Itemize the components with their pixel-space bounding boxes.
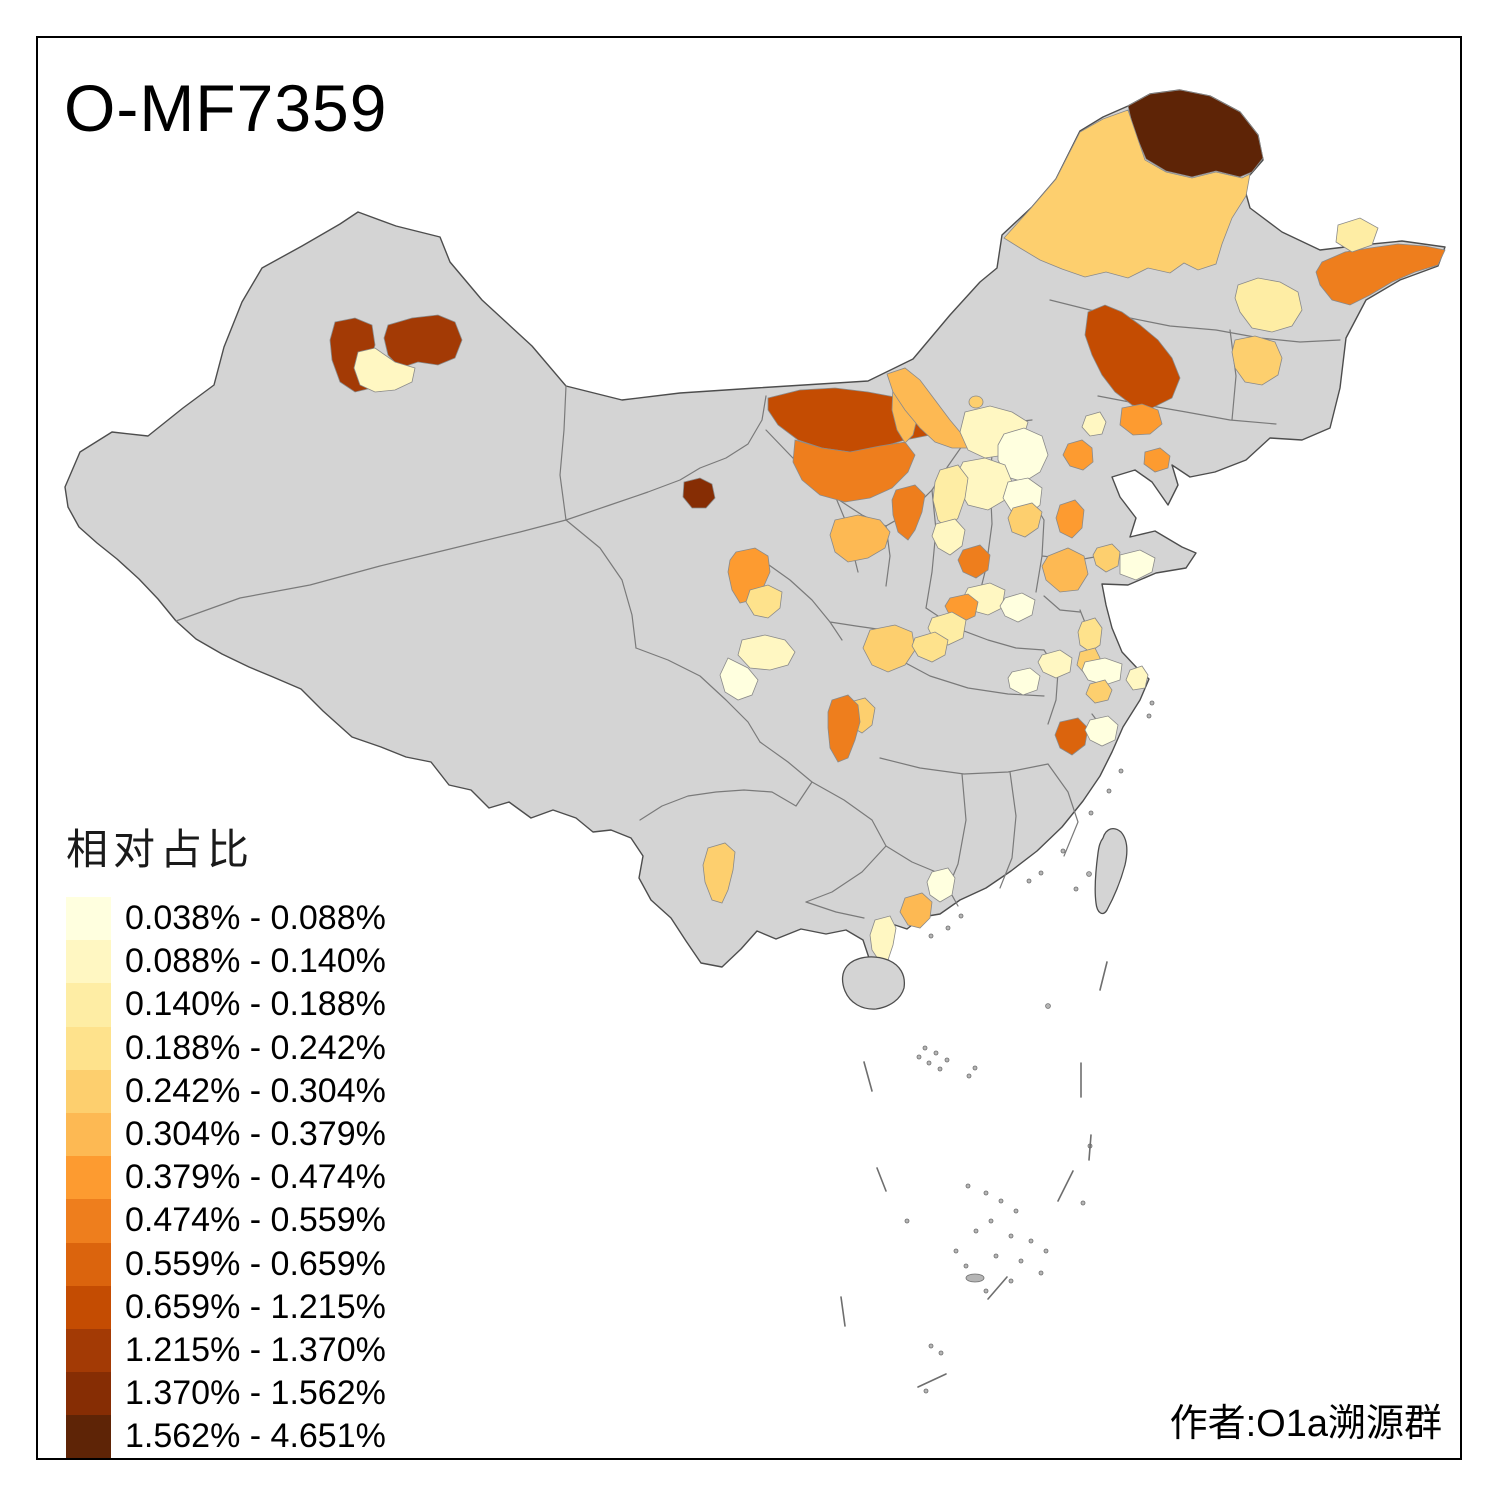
map-region-r-tangshan-orange	[1062, 439, 1094, 471]
map-region-r-liaoning-coast-orange	[1143, 447, 1171, 473]
legend-row: 0.038% - 0.088%	[66, 897, 386, 941]
map-region-r-shijiazhuang-strip	[1007, 502, 1043, 538]
hainan-island	[841, 956, 906, 1010]
map-region-r-ne-big-tan	[1003, 109, 1251, 279]
legend-swatch	[66, 1199, 111, 1243]
map-region-r-enshi-orange	[827, 694, 861, 763]
legend-row: 0.140% - 0.188%	[66, 983, 386, 1027]
map-region-r-shandong-yellow	[1092, 543, 1121, 573]
map-region-r-liaoning-orange	[1119, 403, 1163, 436]
map-region-r-xinjiang-dark-e	[383, 314, 463, 369]
legend-swatch	[66, 1285, 111, 1329]
map-region-r-xinjiang-pale	[353, 347, 416, 393]
map-region-r-qinhuangdao-pale	[1081, 411, 1107, 437]
map-region-r-nanyang-yellow	[862, 624, 916, 673]
legend-range-label: 0.242% - 0.304%	[125, 1071, 386, 1110]
map-region-r-hefei-pale	[1037, 649, 1073, 679]
map-region-r-lvliang-orange	[891, 484, 926, 541]
legend-range-label: 0.088% - 0.140%	[125, 942, 386, 981]
map-region-r-henan-cream-2	[999, 592, 1036, 623]
map-region-r-yulin-yellow	[829, 514, 891, 563]
map-region-r-wuxi-yellow	[1085, 679, 1113, 704]
legend-range-label: 1.370% - 1.562%	[125, 1374, 386, 1413]
map-region-r-anqing-cream	[1007, 667, 1041, 696]
colored-regions-layer	[329, 89, 1446, 963]
map-region-r-changzhi-orange	[957, 544, 991, 579]
legend-title: 相对占比	[66, 826, 255, 873]
map-region-r-huangshan-cream	[1084, 715, 1119, 747]
sea-islets	[904, 700, 1155, 1394]
map-region-r-dongying-orange	[1055, 499, 1085, 539]
map-region-r-chengdu-pale	[737, 634, 796, 671]
map-region-r-guangzhou-yellow	[899, 892, 933, 929]
legend-swatch	[66, 1112, 111, 1157]
map-region-r-ne-pale-2	[1234, 277, 1303, 333]
map-region-r-jinan-orange	[1041, 547, 1089, 593]
legend-range-label: 0.379% - 0.474%	[125, 1158, 386, 1197]
legend-row: 0.474% - 0.559%	[66, 1199, 386, 1243]
legend-row: 0.088% - 0.140%	[66, 940, 386, 984]
legend-swatch	[66, 1156, 111, 1200]
map-region-r-linxia-yellow	[745, 584, 783, 619]
map-region-r-ne-dark-band	[1127, 89, 1264, 178]
legend-swatch	[66, 1069, 111, 1113]
legend-swatch	[66, 1242, 111, 1286]
legend-range-label: 1.562% - 4.651%	[125, 1417, 386, 1456]
map-region-r-yunnan-yellow	[702, 842, 736, 904]
legend: 相对占比 0.038% - 0.088% 0.088% - 0.140% 0.140…	[66, 816, 386, 1459]
legend-row: 0.242% - 0.304%	[66, 1069, 386, 1113]
map-region-r-yancheng-cream	[1081, 657, 1123, 686]
legend-rows: 0.038% - 0.088% 0.088% - 0.140% 0.140% - 0…	[66, 897, 386, 1459]
map-region-r-east-nanyang-yellow	[911, 631, 949, 663]
map-region-r-ordos-orange	[792, 439, 916, 503]
legend-row: 0.379% - 0.474%	[66, 1156, 386, 1200]
plot-frame	[36, 36, 1462, 1460]
legend-row: 1.562% - 4.651%	[66, 1415, 386, 1459]
legend-swatch	[66, 1328, 111, 1373]
legend-row: 1.215% - 1.370%	[66, 1328, 386, 1373]
map-region-r-xinzhou-pale	[931, 518, 966, 556]
legend-swatch	[66, 1026, 111, 1070]
map-region-r-ulanqab-notch	[968, 395, 984, 409]
legend-swatch	[66, 940, 111, 984]
map-region-r-jiujiang-darkorange	[1054, 717, 1089, 756]
legend-range-label: 0.038% - 0.088%	[125, 899, 386, 938]
legend-range-label: 0.559% - 0.659%	[125, 1244, 386, 1283]
legend-range-label: 0.659% - 1.215%	[125, 1287, 386, 1326]
map-region-r-yibin-cream	[719, 657, 759, 701]
map-region-r-ne-redorange	[1084, 304, 1181, 409]
page-title: O-MF7359	[64, 71, 388, 145]
legend-range-label: 1.215% - 1.370%	[125, 1330, 386, 1369]
legend-row: 1.370% - 1.562%	[66, 1372, 386, 1416]
taiwan-island	[1094, 827, 1128, 915]
map-region-r-shanghai-pale	[1125, 665, 1149, 691]
map-region-r-gansu-darkbrown	[682, 477, 716, 509]
legend-row: 0.559% - 0.659%	[66, 1242, 386, 1286]
map-region-r-ne-pale-1	[1335, 217, 1379, 253]
legend-swatch	[66, 897, 111, 941]
legend-range-label: 0.188% - 0.242%	[125, 1028, 386, 1067]
map-region-r-shandong-cream	[1119, 549, 1156, 581]
legend-swatch	[66, 1372, 111, 1416]
legend-row: 0.659% - 1.215%	[66, 1285, 386, 1329]
legend-row: 0.304% - 0.379%	[66, 1112, 386, 1157]
legend-range-label: 0.140% - 0.188%	[125, 985, 386, 1024]
map-region-r-ne-east-orange	[1315, 243, 1446, 306]
attribution: 作者:O1a溯源群	[1169, 1403, 1442, 1445]
map-region-r-qingyuan-cream	[926, 867, 956, 903]
map-region-r-ne-yellow	[1231, 335, 1283, 386]
map-region-r-beijing-cream	[997, 427, 1049, 483]
legend-range-label: 0.304% - 0.379%	[125, 1115, 386, 1154]
legend-row: 0.188% - 0.242%	[66, 1026, 386, 1070]
legend-swatch	[66, 983, 111, 1027]
legend-range-label: 0.474% - 0.559%	[125, 1201, 386, 1240]
sea-dash-lines	[840, 961, 1108, 1388]
legend-swatch	[66, 1415, 111, 1459]
